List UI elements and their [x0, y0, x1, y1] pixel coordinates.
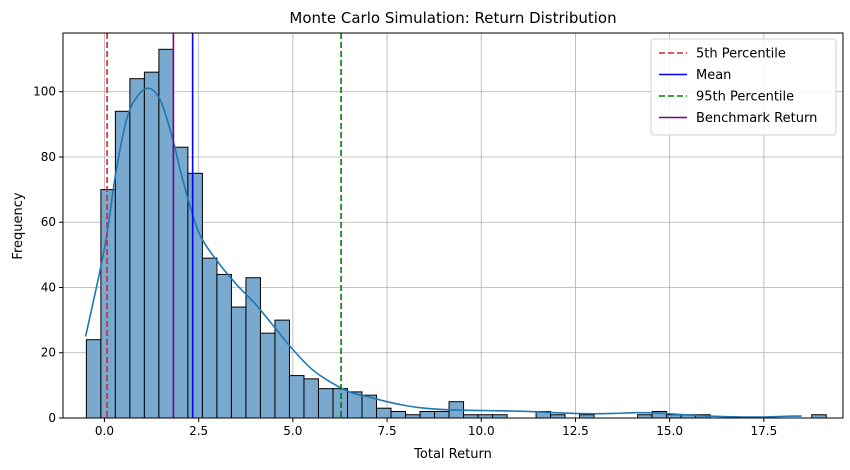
histogram-bar: [143, 71, 160, 419]
x-tick-label: 0.0: [95, 424, 114, 438]
histogram-bar: [376, 407, 392, 419]
y-tick-label: 0: [48, 411, 56, 425]
histogram-bar: [346, 391, 363, 419]
histogram-bar: [129, 78, 145, 419]
x-axis-label: Total Return: [413, 447, 492, 462]
histogram-bar: [390, 410, 407, 419]
x-tick-label: 2.5: [189, 424, 208, 438]
x-tick-label: 17.5: [751, 424, 778, 438]
histogram-bar: [245, 277, 261, 419]
kde-curve: [84, 87, 802, 418]
histogram-bar: [317, 388, 334, 419]
chart-title: Monte Carlo Simulation: Return Distribut…: [289, 9, 616, 27]
histogram-bar: [259, 332, 276, 419]
y-tick-label: 20: [41, 346, 56, 360]
histogram-bar: [172, 146, 189, 419]
histogram-bar: [85, 339, 102, 419]
histogram-bar: [288, 375, 305, 419]
kde-curve-group: [84, 87, 802, 418]
x-tick-label: 7.5: [378, 424, 397, 438]
histogram-bar: [274, 319, 290, 419]
histogram-bar: [419, 410, 436, 419]
x-axis: 0.0 2.5 5.0 7.5 10.0 12.5 15.0 17.5: [95, 418, 777, 438]
y-axis: 0 20 40 60 80 100: [33, 85, 63, 425]
x-tick-label: 10.0: [468, 424, 495, 438]
x-tick-label: 12.5: [562, 424, 589, 438]
y-tick-label: 100: [33, 85, 56, 99]
histogram-bar: [434, 410, 450, 419]
legend-box: [650, 38, 837, 136]
histogram-bar: [187, 172, 203, 419]
plot-frame: [62, 32, 844, 419]
legend-label: Mean: [696, 68, 731, 83]
legend-label: 95th Percentile: [696, 90, 794, 105]
reference-lines: [106, 33, 342, 418]
legend-label: 5th Percentile: [696, 47, 786, 62]
x-tick-label: 5.0: [283, 424, 302, 438]
y-tick-label: 80: [41, 150, 56, 164]
y-axis-label: Frequency: [11, 192, 26, 259]
legend-label: Benchmark Return: [696, 111, 817, 126]
x-tick-label: 15.0: [656, 424, 683, 438]
histogram-bar: [114, 110, 131, 419]
histogram-bar: [332, 388, 348, 419]
y-tick-label: 60: [41, 215, 56, 229]
histogram-bar: [201, 257, 218, 419]
histogram-bar: [216, 273, 232, 419]
histogram-bar: [303, 378, 319, 419]
histogram-bar: [230, 306, 247, 419]
histogram-bar: [158, 48, 174, 419]
legend: 5th Percentile Mean 95th Percentile Benchma…: [650, 38, 837, 136]
y-tick-label: 40: [41, 280, 56, 294]
